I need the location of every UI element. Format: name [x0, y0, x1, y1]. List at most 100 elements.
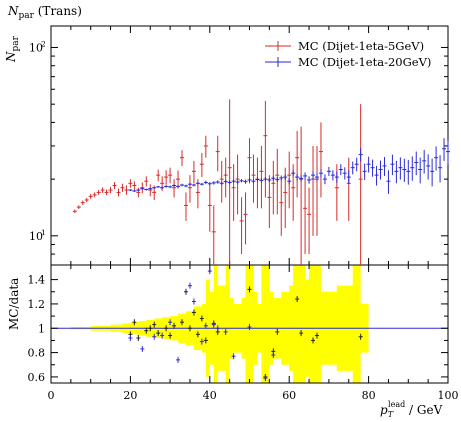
series-2-point — [247, 177, 252, 183]
series-2-point — [176, 185, 181, 188]
main-y-tick-label-exponent: 1 — [41, 228, 46, 237]
ratio-uncertainty-band — [70, 265, 369, 383]
ratio-y-tick-label: 1.4 — [28, 274, 46, 287]
series-2-point — [235, 180, 240, 184]
ratio-y-tick-label: 0.6 — [28, 371, 46, 384]
series-2-point — [263, 177, 268, 182]
series-1-point — [346, 157, 351, 221]
series-2-point — [430, 158, 435, 187]
ratio-series-2-point — [160, 332, 165, 339]
series-2-point — [438, 155, 443, 183]
series-2-point — [267, 177, 272, 183]
series-2-point — [303, 172, 308, 180]
series-2-point — [418, 157, 423, 184]
series-2-point — [318, 169, 323, 178]
series-2-point — [382, 157, 387, 176]
ratio-series-1-point — [144, 327, 149, 334]
series-2-point — [291, 170, 296, 177]
ratio-series-2-point — [140, 345, 145, 352]
ratio-series-2-point — [223, 328, 228, 335]
series-2-point — [243, 179, 248, 184]
series-1-point — [223, 157, 228, 198]
ratio-series-1-point — [195, 331, 200, 338]
ratio-series-1-point — [148, 325, 153, 332]
ratio-series-2-point — [231, 353, 236, 360]
series-1-point — [279, 179, 284, 236]
series-2-point — [275, 177, 280, 183]
series-1-point — [148, 184, 153, 197]
series-2-point — [283, 174, 288, 180]
series-2-point — [346, 170, 351, 185]
series-1-point — [255, 157, 260, 209]
ratio-series-1-point — [275, 328, 280, 335]
series-2-point — [374, 165, 379, 186]
ratio-series-2-point — [211, 321, 216, 328]
ratio-series-2-point — [263, 375, 268, 382]
legend-label-series-2: MC (Dijet-1eta-20GeV) — [298, 55, 431, 69]
series-2-point — [326, 166, 331, 176]
series-2-point — [295, 173, 300, 181]
series-2-point — [414, 151, 419, 176]
series-1-point — [199, 153, 204, 178]
series-1-point — [239, 197, 244, 255]
ratio-series-2-point — [168, 319, 173, 326]
series-1-point — [207, 185, 212, 232]
series-1-point — [76, 205, 81, 209]
ratio-series-1-point — [299, 330, 304, 337]
ratio-series-2-point — [191, 298, 196, 305]
series-2-point — [148, 187, 153, 190]
series-1-point — [271, 160, 276, 215]
series-2-point — [180, 183, 185, 187]
series-2-point — [338, 164, 343, 176]
series-2-point — [354, 157, 359, 172]
ratio-series-1-point — [180, 319, 185, 326]
series-2-point — [390, 154, 395, 176]
ratio-series-2-point — [128, 334, 133, 341]
series-2-point — [314, 173, 319, 182]
x-tick-label: 20 — [123, 389, 137, 402]
series-1-point — [100, 187, 105, 193]
main-y-tick-label: 10 — [29, 230, 43, 243]
series-2-point — [223, 179, 228, 184]
ratio-series-1-point — [187, 325, 192, 332]
series-1-point — [180, 150, 185, 166]
legend: MC (Dijet-1eta-5GeV) MC (Dijet-1eta-20Ge… — [265, 39, 431, 69]
x-tick-label: 100 — [438, 389, 459, 402]
ratio-series-1-point — [358, 333, 363, 340]
series-1-point — [187, 175, 192, 203]
series-1-point — [295, 131, 300, 198]
series-2-point — [164, 185, 169, 188]
series-2-point — [442, 138, 447, 161]
series-1-point — [96, 190, 101, 195]
series-2-point — [191, 183, 196, 187]
ratio-series-2-point — [271, 352, 276, 359]
series-2-point — [307, 176, 312, 184]
legend-label-series-1: MC (Dijet-1eta-5GeV) — [298, 39, 424, 53]
series-1-point — [164, 170, 169, 185]
x-axis-label: pTlead / GeV — [380, 400, 443, 419]
ratio-y-tick-label: 0.8 — [28, 347, 46, 360]
series-2-point — [183, 184, 188, 188]
series-2-point — [330, 170, 335, 181]
ratio-series-2-point — [215, 325, 220, 332]
ratio-series-1-point — [199, 315, 204, 322]
series-2-point — [231, 179, 236, 183]
series-2-point — [406, 159, 411, 185]
series-2-point — [160, 186, 165, 190]
series-2-point — [422, 149, 427, 174]
series-2-point — [402, 158, 407, 183]
series-1-point — [92, 192, 97, 198]
series-2-point — [132, 190, 137, 192]
series-1-point — [311, 145, 316, 236]
series-2-point — [386, 170, 391, 194]
ratio-series-2-point — [152, 333, 157, 340]
series-1-point — [80, 200, 85, 205]
series-2-point — [144, 188, 149, 191]
series-2-point — [271, 175, 276, 181]
series-1-point — [231, 164, 236, 221]
series-1-point — [243, 192, 248, 245]
series-2-point — [334, 171, 339, 183]
ratio-series-2-point — [176, 356, 181, 363]
series-1-point — [132, 181, 137, 191]
x-tick-label: 60 — [282, 389, 296, 402]
